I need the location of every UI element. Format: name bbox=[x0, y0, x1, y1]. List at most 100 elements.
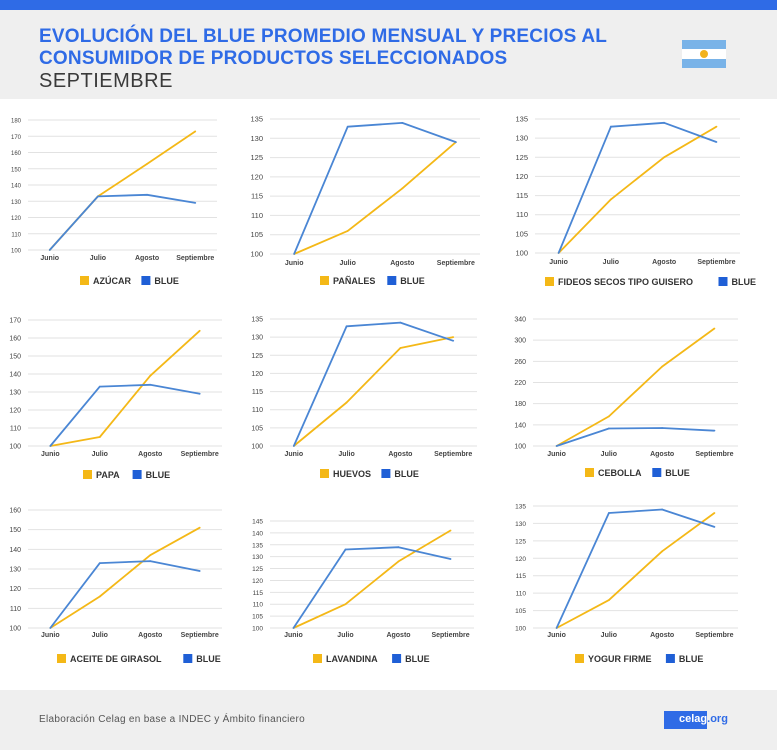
x-tick-label: Septiembre bbox=[695, 632, 733, 639]
x-tick-label: Julio bbox=[601, 632, 617, 639]
legend-swatch bbox=[718, 277, 728, 286]
x-tick-label: Junio bbox=[41, 632, 60, 639]
data-point bbox=[454, 141, 457, 144]
data-point bbox=[198, 329, 201, 332]
y-tick-label: 135 bbox=[515, 115, 528, 124]
y-tick-label: 130 bbox=[250, 134, 263, 143]
data-point bbox=[346, 229, 349, 232]
data-point bbox=[48, 249, 51, 251]
data-point bbox=[715, 141, 718, 143]
data-point bbox=[344, 603, 347, 606]
y-tick-label: 115 bbox=[252, 389, 263, 396]
y-tick-label: 100 bbox=[252, 626, 263, 633]
legend-swatch bbox=[320, 276, 329, 285]
x-tick-label: Junio bbox=[547, 451, 566, 458]
legend-swatch bbox=[545, 277, 554, 286]
legend-label: BLUE bbox=[732, 277, 757, 287]
data-point bbox=[399, 347, 402, 349]
x-tick-label: Septiembre bbox=[434, 451, 472, 458]
data-point bbox=[449, 529, 452, 532]
y-tick-label: 130 bbox=[9, 390, 21, 397]
x-tick-label: Junio bbox=[285, 260, 304, 267]
data-point bbox=[555, 627, 558, 629]
logo-suffix: .org bbox=[707, 713, 728, 725]
y-tick-label: 110 bbox=[10, 606, 21, 613]
y-tick-label: 120 bbox=[9, 586, 21, 593]
x-tick-label: Septiembre bbox=[437, 260, 475, 267]
y-tick-label: 150 bbox=[9, 527, 21, 534]
data-point bbox=[661, 365, 664, 368]
data-point bbox=[607, 512, 610, 514]
title-line-1: EVOLUCIÓN DEL BLUE PROMEDIO MENSUAL Y PR… bbox=[39, 26, 608, 47]
legend-label: BLUE bbox=[196, 654, 221, 664]
y-tick-label: 110 bbox=[253, 602, 264, 609]
data-point bbox=[194, 130, 197, 133]
y-tick-label: 100 bbox=[515, 626, 526, 633]
y-tick-label: 180 bbox=[11, 119, 22, 125]
x-tick-label: Agosto bbox=[652, 259, 676, 266]
x-tick-label: Agosto bbox=[138, 451, 162, 458]
data-point bbox=[149, 383, 152, 386]
title-line-2: CONSUMIDOR DE PRODUCTOS SELECCIONADOS bbox=[39, 48, 508, 69]
legend-swatch bbox=[83, 470, 92, 479]
y-tick-label: 100 bbox=[11, 249, 22, 255]
data-point bbox=[713, 526, 716, 528]
y-tick-label: 145 bbox=[252, 519, 263, 526]
legend-label: YOGUR FIRME bbox=[588, 654, 652, 664]
data-point bbox=[345, 325, 348, 328]
data-point bbox=[149, 560, 152, 563]
y-tick-label: 130 bbox=[9, 567, 21, 574]
legend-swatch bbox=[387, 276, 397, 285]
x-tick-label: Julio bbox=[90, 255, 106, 262]
y-tick-label: 125 bbox=[252, 566, 263, 573]
data-point bbox=[149, 374, 152, 377]
data-point bbox=[452, 336, 455, 339]
product-series-line bbox=[50, 330, 201, 447]
data-point bbox=[49, 445, 52, 447]
data-point bbox=[607, 427, 610, 430]
data-point bbox=[98, 436, 101, 438]
data-point bbox=[449, 558, 452, 560]
legend-label: BLUE bbox=[400, 276, 425, 286]
y-tick-label: 125 bbox=[250, 153, 263, 162]
y-tick-label: 110 bbox=[252, 407, 263, 414]
legend-swatch bbox=[575, 654, 584, 663]
x-tick-label: Junio bbox=[41, 451, 60, 458]
data-point bbox=[344, 548, 347, 551]
y-tick-label: 170 bbox=[9, 318, 21, 325]
y-tick-label: 105 bbox=[515, 229, 528, 238]
y-tick-label: 160 bbox=[9, 336, 21, 343]
y-tick-label: 105 bbox=[515, 608, 526, 615]
data-point bbox=[198, 570, 201, 572]
data-point bbox=[397, 546, 400, 549]
blue-series-line bbox=[556, 427, 715, 447]
x-tick-label: Junio bbox=[547, 632, 566, 639]
y-tick-label: 180 bbox=[514, 401, 526, 408]
data-point bbox=[346, 125, 349, 128]
y-tick-label: 130 bbox=[252, 554, 263, 561]
data-point bbox=[661, 508, 664, 511]
celag-logo[interactable]: celag.org bbox=[664, 711, 728, 729]
legend-swatch bbox=[585, 468, 594, 477]
legend-label: HUEVOS bbox=[333, 469, 371, 479]
page-subtitle: SEPTIEMBRE bbox=[39, 70, 173, 92]
y-tick-label: 120 bbox=[515, 172, 528, 181]
data-point bbox=[607, 599, 610, 602]
top-accent-bar bbox=[0, 0, 777, 10]
legend-label: BLUE bbox=[146, 470, 171, 480]
blue-series-line bbox=[49, 560, 200, 629]
data-point bbox=[48, 249, 51, 251]
blue-series-line bbox=[292, 321, 454, 447]
legend-swatch bbox=[183, 654, 193, 663]
page-title: EVOLUCIÓN DEL BLUE PROMEDIO MENSUAL Y PR… bbox=[39, 26, 659, 70]
data-point bbox=[292, 445, 295, 447]
blue-series-line bbox=[555, 508, 715, 629]
x-tick-label: Agosto bbox=[138, 632, 162, 639]
data-point bbox=[97, 195, 99, 198]
x-tick-label: Agosto bbox=[135, 255, 159, 262]
y-tick-label: 125 bbox=[251, 353, 263, 360]
data-point bbox=[715, 125, 718, 128]
